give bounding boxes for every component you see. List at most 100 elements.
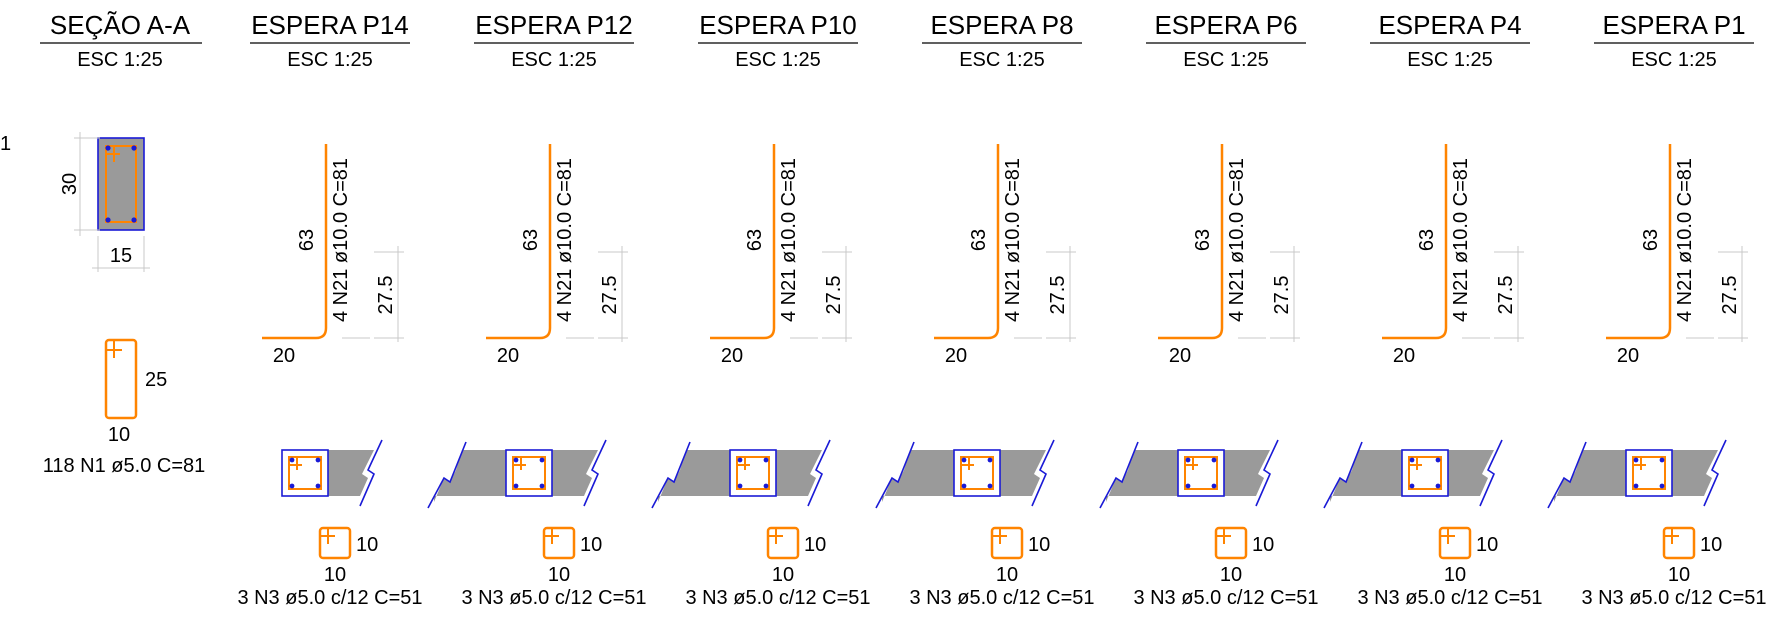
beam-band <box>1672 450 1718 496</box>
stirrup-n3-hook <box>1216 528 1231 544</box>
column-title: ESPERA P6 <box>1154 10 1297 40</box>
stirrup-height-dim: 10 <box>1700 534 1722 556</box>
beam-band <box>1554 450 1626 502</box>
section-stirrup-hook <box>106 146 120 162</box>
pillar-rebar-dot <box>539 483 545 489</box>
pillar-stirrup <box>288 456 322 490</box>
pillar-stirrup <box>736 456 770 490</box>
pillar-rebar-dot <box>987 457 993 463</box>
espera-column: ESPERA P12 ESC 1:25 63 4 N21 ø10.0 C=81 20 27… <box>427 10 647 609</box>
bar-label: 4 N21 ø10.0 C=81 <box>1450 158 1472 322</box>
pillar-rebar-dot <box>737 457 743 463</box>
bar-length-dim: 63 <box>744 229 766 251</box>
section-stirrup <box>105 145 137 223</box>
bent-bar-n21 <box>1158 144 1224 340</box>
column-title: ESPERA P1 <box>1602 10 1745 40</box>
pillar-stirrup-hook <box>289 457 302 470</box>
espera-column: ESPERA P1 ESC 1:25 63 4 N21 ø10.0 C=81 20 27.… <box>1547 10 1767 609</box>
section-width-dimension-line <box>92 236 150 272</box>
section-rebar-dot <box>131 145 137 151</box>
stirrup-n3-shape <box>1438 526 1472 560</box>
break-line-left <box>427 441 467 509</box>
section-cross-section <box>97 137 145 231</box>
section-title: SEÇÃO A-A <box>50 10 191 40</box>
bar-label: 4 N21 ø10.0 C=81 <box>554 158 576 322</box>
stirrup-width-dim: 10 <box>772 564 794 586</box>
pillar-stirrup <box>960 456 994 490</box>
pillar-outline <box>729 449 777 497</box>
bar-length-dim: 63 <box>1416 229 1438 251</box>
pillar-rebar-dot <box>1633 483 1639 489</box>
bent-bar-n21 <box>486 144 552 340</box>
pillar-rebar-dot <box>961 457 967 463</box>
bar-length-dim: 63 <box>1192 229 1214 251</box>
break-line-right <box>359 439 383 507</box>
pillar-rebar-dot <box>289 457 295 463</box>
pillar-rebar-dot <box>1633 457 1639 463</box>
section-rebar-dot <box>131 217 137 223</box>
beam-band <box>1106 450 1178 502</box>
embed-dimension-line <box>790 246 852 342</box>
pillar-outline <box>1625 449 1673 497</box>
embed-dimension-line <box>1686 246 1748 342</box>
section-rebar-dot <box>105 217 111 223</box>
embed-dim: 27.5 <box>1495 276 1517 315</box>
hook-dim: 20 <box>1393 345 1415 367</box>
stirrup-width-dim: 10 <box>996 564 1018 586</box>
break-line-right <box>583 439 607 507</box>
embed-dim: 27.5 <box>375 276 397 315</box>
stirrup-n3-shape <box>1662 526 1696 560</box>
section-width-dim: 15 <box>110 245 132 267</box>
bar-label: 4 N21 ø10.0 C=81 <box>1226 158 1248 322</box>
embed-dim: 27.5 <box>1271 276 1293 315</box>
break-line-left <box>651 441 691 509</box>
section-stirrup-shape <box>104 338 138 420</box>
stirrup-n1-hook <box>106 340 122 358</box>
bent-bar-n21 <box>262 144 328 340</box>
section-scale: ESC 1:25 <box>77 49 163 71</box>
hook-dim: 20 <box>721 345 743 367</box>
pillar-outline <box>281 449 329 497</box>
stirrup-height-dim: 10 <box>1028 534 1050 556</box>
section-height-dim: 30 <box>59 173 81 195</box>
column-title: ESPERA P14 <box>251 10 409 40</box>
hook-dim: 20 <box>273 345 295 367</box>
embed-dim: 27.5 <box>1047 276 1069 315</box>
embed-dimension-line <box>342 246 404 342</box>
column-scale: ESC 1:25 <box>511 49 597 71</box>
bent-bar-n21 <box>1382 144 1448 340</box>
bar-length-dim: 63 <box>968 229 990 251</box>
stirrup-width-dim: 10 <box>1444 564 1466 586</box>
section-stirrup-height: 25 <box>145 369 167 391</box>
column-scale: ESC 1:25 <box>1631 49 1717 71</box>
section-a-a: SEÇÃO A-A ESC 1:25 30 15 25 10 118 N1 ø5… <box>40 10 205 477</box>
stirrup-label: 3 N3 ø5.0 c/12 C=51 <box>1581 587 1766 609</box>
bent-bar-n21 <box>710 144 776 340</box>
stirrup-label: 3 N3 ø5.0 c/12 C=51 <box>1357 587 1542 609</box>
pillar-rebar-dot <box>987 483 993 489</box>
beam-band <box>552 450 598 496</box>
break-line-left <box>1099 441 1139 509</box>
stirrup-label: 3 N3 ø5.0 c/12 C=51 <box>685 587 870 609</box>
pillar-rebar-dot <box>513 483 519 489</box>
pillar-rebar-dot <box>737 483 743 489</box>
pillar-stirrup <box>512 456 546 490</box>
stirrup-n3-shape <box>318 526 352 560</box>
stirrup-label: 3 N3 ø5.0 c/12 C=51 <box>909 587 1094 609</box>
embed-dimension-line <box>1462 246 1524 342</box>
section-outline <box>97 137 145 231</box>
bar-label: 4 N21 ø10.0 C=81 <box>778 158 800 322</box>
embed-dimension-line <box>1238 246 1300 342</box>
pillar-stirrup-hook <box>1409 457 1422 470</box>
embed-dimension-line <box>1014 246 1076 342</box>
stirrup-n3-shape <box>1214 526 1248 560</box>
stirrup-n1-shape <box>104 338 138 420</box>
break-line-right <box>1703 439 1727 507</box>
stirrup-height-dim: 10 <box>1476 534 1498 556</box>
pillar-rebar-dot <box>1435 483 1441 489</box>
column-title: ESPERA P10 <box>699 10 857 40</box>
stirrup-label: 3 N3 ø5.0 c/12 C=51 <box>1133 587 1318 609</box>
stirrup-width-dim: 10 <box>1220 564 1242 586</box>
bent-bar-n21 <box>1606 144 1672 340</box>
